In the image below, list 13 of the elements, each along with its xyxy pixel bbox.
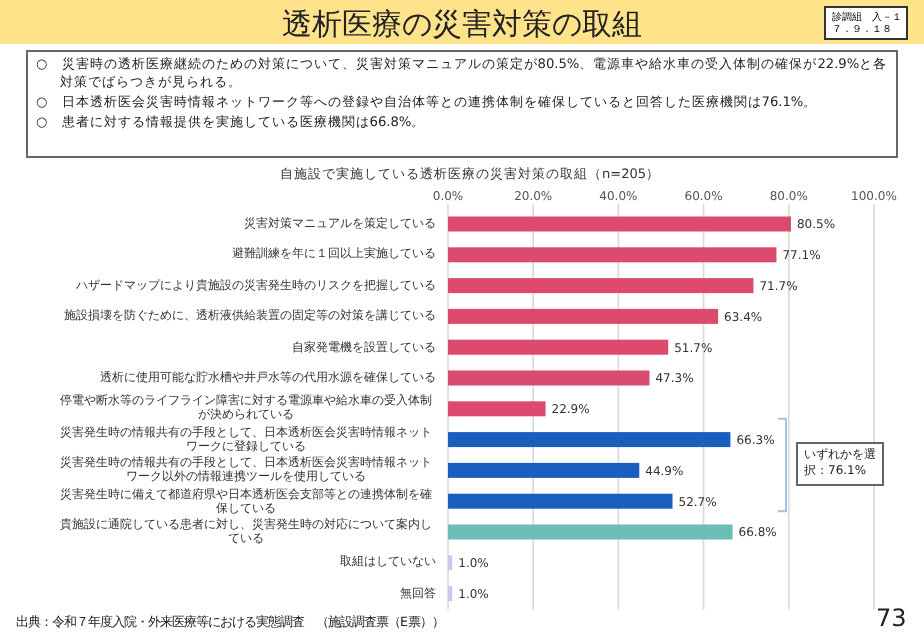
bar xyxy=(448,339,669,355)
bar xyxy=(448,308,719,324)
bar xyxy=(448,216,791,232)
bar xyxy=(448,247,777,263)
bar xyxy=(448,462,640,478)
text: 73 xyxy=(876,604,907,632)
bar xyxy=(448,278,754,294)
bar xyxy=(448,370,650,386)
bar xyxy=(448,401,546,417)
bar xyxy=(448,493,673,509)
chart-title: 透析医療の災害対策の取組 xyxy=(282,6,642,42)
bar xyxy=(448,524,733,540)
bar xyxy=(448,432,731,448)
